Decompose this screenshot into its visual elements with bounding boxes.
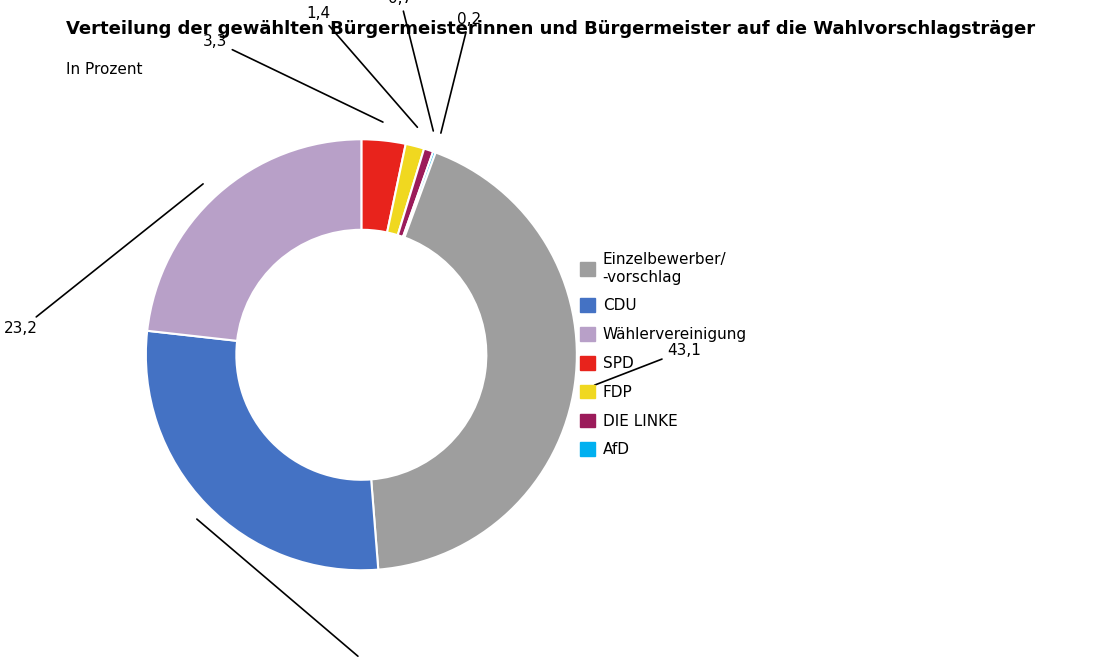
Wedge shape (361, 139, 406, 233)
Text: 43,1: 43,1 (595, 343, 701, 385)
Text: 1,4: 1,4 (307, 6, 417, 127)
Text: Verteilung der gewählten Bürgermeisterinnen und Bürgermeister auf die Wahlvorsch: Verteilung der gewählten Bürgermeisterin… (66, 20, 1035, 37)
Text: 3,3: 3,3 (203, 34, 383, 122)
Legend: Einzelbewerber/
-vorschlag, CDU, Wählervereinigung, SPD, FDP, DIE LINKE, AfD: Einzelbewerber/ -vorschlag, CDU, Wählerv… (574, 246, 753, 464)
Text: 28,0: 28,0 (197, 519, 389, 657)
Wedge shape (388, 144, 424, 235)
Text: In Prozent: In Prozent (66, 62, 142, 78)
Wedge shape (397, 148, 434, 237)
Text: 0,2: 0,2 (441, 12, 481, 133)
Wedge shape (146, 330, 378, 570)
Text: 23,2: 23,2 (4, 184, 203, 336)
Wedge shape (147, 139, 361, 341)
Wedge shape (371, 152, 577, 570)
Wedge shape (403, 152, 436, 237)
Text: 0,7: 0,7 (388, 0, 434, 131)
